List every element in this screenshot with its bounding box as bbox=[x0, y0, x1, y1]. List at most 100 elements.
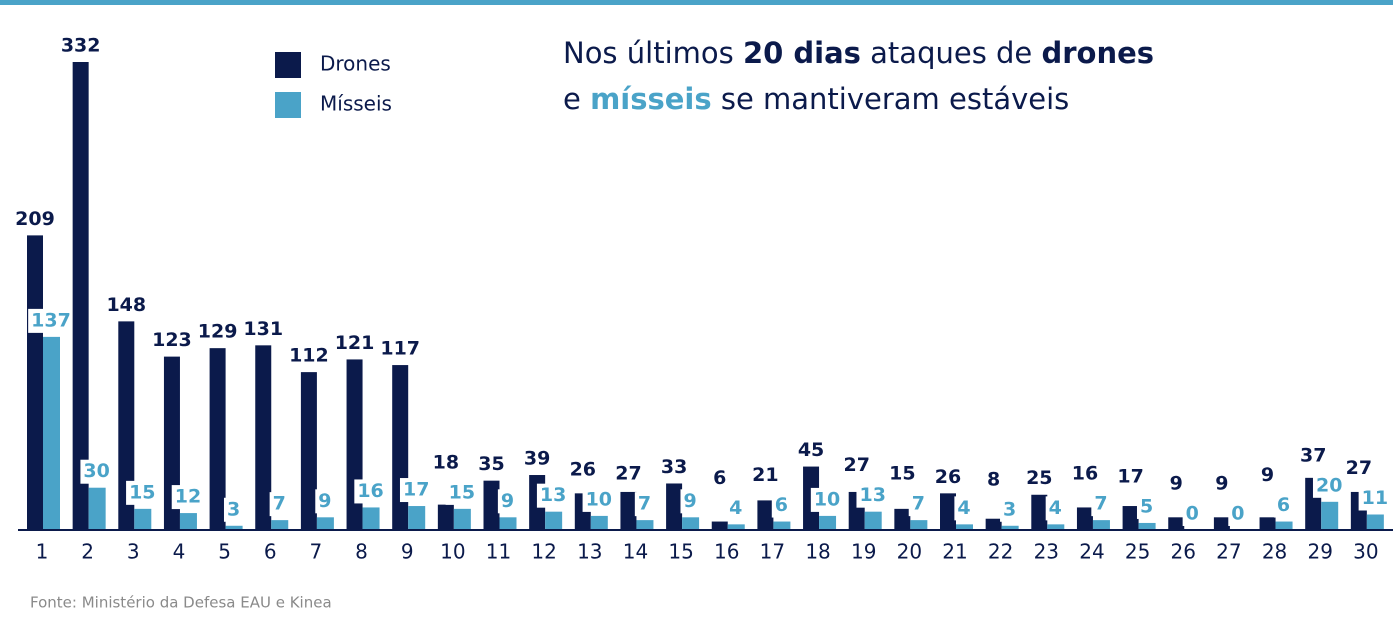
top-rule bbox=[0, 0, 1393, 5]
bar bbox=[636, 520, 654, 530]
label-bg bbox=[908, 492, 928, 517]
bar bbox=[1259, 517, 1276, 530]
data-label: 9 bbox=[501, 490, 514, 512]
legend-label: Mísseis bbox=[320, 92, 392, 116]
chart-title: e mísseis se mantiveram estáveis bbox=[563, 82, 1069, 116]
data-label: 16 bbox=[357, 480, 383, 502]
data-label: 3 bbox=[227, 498, 240, 520]
bar bbox=[271, 520, 289, 530]
data-label: 12 bbox=[175, 486, 201, 508]
x-tick-label: 17 bbox=[760, 540, 785, 564]
data-label: 20 bbox=[1316, 474, 1342, 496]
legend-swatch bbox=[275, 92, 301, 118]
label-bg bbox=[1136, 494, 1157, 519]
data-label: 21 bbox=[752, 464, 778, 486]
data-label: 7 bbox=[638, 493, 651, 515]
bar bbox=[1122, 506, 1139, 530]
bar bbox=[392, 365, 409, 530]
data-label: 8 bbox=[987, 468, 1000, 490]
label-bg bbox=[223, 497, 244, 522]
x-tick-label: 23 bbox=[1034, 540, 1059, 564]
label-bg bbox=[1273, 493, 1294, 518]
x-tick-label: 4 bbox=[173, 540, 186, 564]
data-label: 39 bbox=[524, 448, 550, 470]
x-tick-label: 19 bbox=[851, 540, 876, 564]
x-tick-label: 14 bbox=[623, 540, 648, 564]
data-label: 9 bbox=[318, 490, 331, 512]
bar bbox=[757, 500, 774, 530]
bar bbox=[711, 521, 728, 530]
data-label: 26 bbox=[935, 466, 961, 488]
data-label: 26 bbox=[570, 458, 596, 480]
bar bbox=[1031, 494, 1048, 530]
title-part: ataques de bbox=[861, 36, 1042, 70]
label-bg bbox=[856, 483, 889, 508]
bar bbox=[499, 517, 517, 530]
data-label: 17 bbox=[1117, 465, 1143, 487]
bar bbox=[300, 372, 317, 530]
bar bbox=[773, 521, 791, 530]
data-label: 4 bbox=[957, 497, 970, 519]
data-label: 16 bbox=[1072, 463, 1098, 485]
bar bbox=[1366, 514, 1384, 530]
x-tick-label: 8 bbox=[355, 540, 368, 564]
bar bbox=[590, 515, 608, 530]
title-part: e bbox=[563, 82, 590, 116]
bar bbox=[483, 480, 500, 530]
label-bg bbox=[634, 492, 655, 517]
x-tick-label: 6 bbox=[264, 540, 277, 564]
data-label: 9 bbox=[1170, 473, 1183, 495]
data-label: 6 bbox=[775, 494, 788, 516]
bar bbox=[620, 491, 637, 530]
bar bbox=[225, 525, 243, 530]
data-label: 332 bbox=[61, 35, 101, 57]
data-label: 33 bbox=[661, 456, 687, 478]
label-bg bbox=[1091, 492, 1111, 517]
legend-label: Drones bbox=[320, 52, 391, 76]
bar bbox=[1213, 517, 1230, 530]
data-label: 6 bbox=[1277, 494, 1290, 516]
x-tick-label: 16 bbox=[714, 540, 739, 564]
label-bg bbox=[810, 487, 844, 512]
x-tick-label: 29 bbox=[1307, 540, 1332, 564]
label-bg bbox=[28, 308, 74, 333]
x-tick-label: 18 bbox=[805, 540, 830, 564]
data-label: 37 bbox=[1300, 444, 1326, 466]
data-label: 9 bbox=[683, 490, 696, 512]
label-bg bbox=[726, 496, 746, 521]
legend-swatch bbox=[275, 52, 301, 78]
title-part: Nos últimos bbox=[563, 36, 743, 70]
x-tick-label: 20 bbox=[897, 540, 922, 564]
data-label: 112 bbox=[289, 345, 329, 367]
bar bbox=[940, 493, 956, 530]
bar bbox=[1092, 520, 1110, 530]
label-bg bbox=[1312, 473, 1346, 498]
title-part: drones bbox=[1042, 36, 1155, 70]
source: Fonte: Ministério da Defesa EAU e Kinea bbox=[30, 594, 332, 612]
bar bbox=[1138, 522, 1156, 530]
data-label: 35 bbox=[478, 453, 504, 475]
bar bbox=[134, 508, 152, 530]
data-label: 4 bbox=[1049, 497, 1062, 519]
label-bg bbox=[445, 480, 479, 505]
bar bbox=[453, 508, 471, 530]
data-label: 117 bbox=[380, 338, 420, 360]
data-label: 123 bbox=[152, 329, 192, 351]
bar bbox=[545, 511, 563, 530]
x-tick-label: 24 bbox=[1079, 540, 1104, 564]
label-bg bbox=[399, 478, 433, 503]
title-part: 20 dias bbox=[743, 36, 861, 70]
label-bg bbox=[1000, 497, 1020, 522]
bar bbox=[1321, 501, 1339, 530]
bar bbox=[179, 513, 197, 530]
bar bbox=[1168, 517, 1185, 530]
data-label: 15 bbox=[129, 481, 155, 503]
data-label: 11 bbox=[1362, 487, 1388, 509]
label-bg bbox=[354, 479, 387, 504]
data-label: 17 bbox=[403, 479, 429, 501]
data-label: 10 bbox=[586, 488, 612, 510]
data-label: 45 bbox=[798, 439, 824, 461]
label-bg bbox=[269, 492, 289, 517]
label-bg bbox=[1045, 496, 1065, 521]
